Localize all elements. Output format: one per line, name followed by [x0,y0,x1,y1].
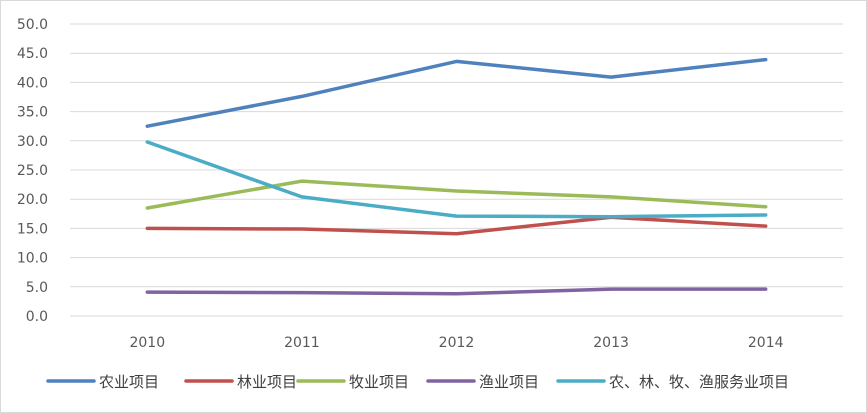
gridlines [70,23,843,317]
y-tick-label: 0.0 [26,309,48,325]
series-line [145,57,768,128]
y-axis-ticks: 0.0 5.0 10.0 15.0 20.0 25.0 30.0 35.0 40.0 45.0 50… [17,17,48,325]
legend-label: 牧业项目 [349,373,409,391]
y-tick-label: 25.0 [17,163,48,179]
x-axis-ticks: 2010 2011 2012 2013 2014 [129,335,783,351]
series-lines [145,57,768,296]
x-tick-label: 2012 [439,335,475,351]
y-tick-label: 40.0 [17,75,48,91]
legend-label: 农、林、牧、渔服务业项目 [609,373,789,391]
legend: 农业项目 林业项目 牧业项目 渔业项目 农、林、牧、渔服务业项目 [46,373,789,391]
y-tick-label: 35.0 [17,105,48,121]
legend-label: 渔业项目 [479,373,539,391]
y-tick-label: 20.0 [17,192,48,208]
legend-label: 林业项目 [237,373,297,391]
y-tick-label: 5.0 [26,280,48,296]
y-tick-label: 10.0 [17,251,48,267]
y-tick-label: 50.0 [17,17,48,33]
x-tick-label: 2013 [593,335,629,351]
y-tick-label: 15.0 [17,221,48,237]
series-line [145,179,768,210]
x-tick-label: 2010 [129,335,165,351]
series-line [145,140,768,219]
x-tick-label: 2011 [284,335,320,351]
y-tick-label: 45.0 [17,46,48,62]
series-line [145,287,768,296]
series-line [145,215,768,236]
x-tick-label: 2014 [748,335,784,351]
legend-label: 农业项目 [99,373,159,391]
y-tick-label: 30.0 [17,134,48,150]
